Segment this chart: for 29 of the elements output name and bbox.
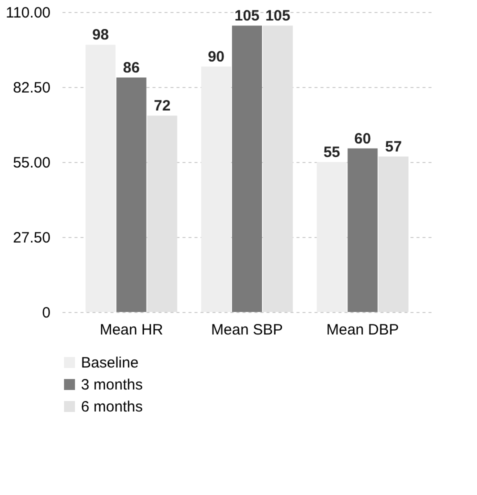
y-tick-label: 110.00 [6,4,50,22]
x-tick-label: Mean SBP [211,322,283,338]
data-label: 72 [154,98,171,115]
legend-label: 3 months [81,376,143,394]
bar [147,116,178,312]
y-tick-label: 0 [42,304,50,322]
data-label: 90 [208,48,225,66]
bar [232,26,262,312]
y-tick-label: 27.50 [12,230,50,246]
legend-label: Baseline [81,354,139,372]
y-tick-label: 55.00 [12,154,50,172]
data-label: 105 [265,8,290,25]
data-label: 55 [323,144,340,161]
bar [378,156,408,312]
bar [116,77,146,312]
data-label: 60 [354,130,371,148]
bar [348,148,378,312]
bar [316,162,347,312]
y-tick-label: 82.50 [12,80,50,96]
data-label: 98 [92,26,109,44]
bar [86,44,116,312]
legend-label: 6 months [81,398,143,416]
x-tick-label: Mean HR [100,322,164,338]
x-tick-label: Mean DBP [326,322,399,338]
data-label: 105 [234,8,260,25]
data-label: 86 [123,59,140,76]
data-label: 57 [385,138,402,156]
bar [262,26,293,312]
bar [201,66,232,312]
